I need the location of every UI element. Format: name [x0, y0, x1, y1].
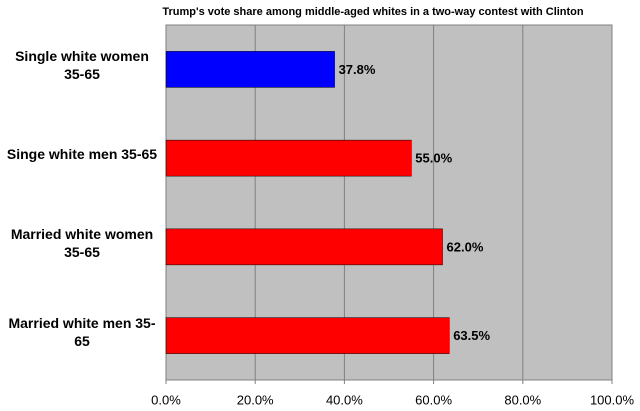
value-label: 55.0% — [415, 151, 452, 166]
y-tick-label: Married white women 35-65 — [10, 225, 154, 260]
value-label: 63.5% — [453, 328, 490, 343]
bar — [165, 51, 335, 88]
bar — [165, 317, 450, 354]
value-label: 62.0% — [447, 239, 484, 254]
y-tick-label: Married white men 35-65 — [8, 314, 156, 349]
x-tick-label: 80.0% — [504, 392, 541, 407]
bar — [165, 228, 443, 266]
bar — [165, 139, 412, 177]
x-tick-label: 40.0% — [326, 392, 363, 407]
x-tick-label: 20.0% — [237, 392, 274, 407]
y-tick-label: Singe white men 35-65 — [6, 146, 158, 163]
x-tick-label: 100.0% — [590, 392, 635, 407]
y-tick-label: Single white women 35-65 — [15, 48, 149, 83]
x-tick-label: 60.0% — [415, 392, 452, 407]
x-tick-label: 0.0% — [151, 392, 181, 407]
value-label: 37.8% — [339, 62, 376, 77]
chart-title: Trump's vote share among middle-aged whi… — [162, 6, 584, 18]
